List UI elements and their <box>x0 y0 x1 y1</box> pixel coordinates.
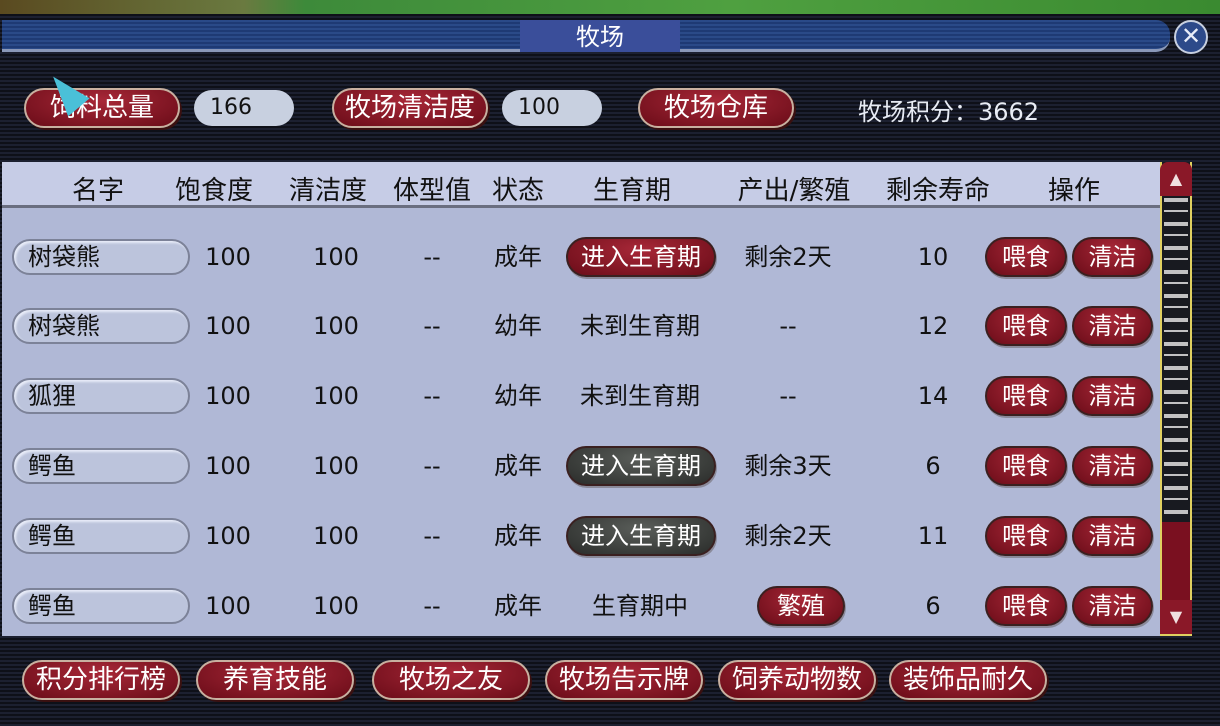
body-size-value: -- <box>423 522 441 550</box>
ranch-score: 牧场积分：3662 <box>858 98 1040 126</box>
table-row: 鳄鱼 100 100 -- 成年 生育期中 繁殖 6 喂食 清洁 <box>0 586 1160 626</box>
column-header: 生育期 <box>592 176 672 206</box>
satiety-value: 100 <box>205 592 251 620</box>
column-header: 状态 <box>491 176 545 206</box>
clean-button[interactable]: 清洁 <box>1072 376 1153 416</box>
output-status: 剩余2天 <box>744 522 832 550</box>
ranch-cleanliness-button[interactable]: 牧场清洁度 <box>332 88 488 128</box>
feed-button[interactable]: 喂食 <box>985 446 1067 486</box>
satiety-value: 100 <box>205 312 251 340</box>
state-value: 幼年 <box>494 312 542 340</box>
cleanliness-value: 100 <box>313 312 359 340</box>
table-row: 树袋熊 100 100 -- 幼年 未到生育期 -- 12 喂食 清洁 <box>0 306 1160 346</box>
scrollbar[interactable]: ▲ ▼ <box>1160 162 1192 636</box>
column-header: 体型值 <box>392 176 472 206</box>
body-size-value: -- <box>423 382 441 410</box>
animal-name-field[interactable]: 鳄鱼 <box>12 588 190 624</box>
table-row: 鳄鱼 100 100 -- 成年 进入生育期 剩余2天 11 喂食 清洁 <box>0 516 1160 556</box>
output-status: -- <box>779 312 797 340</box>
breeding-status: 未到生育期 <box>580 312 700 340</box>
game-scene-background <box>0 0 1220 14</box>
feed-button[interactable]: 喂食 <box>985 376 1067 416</box>
body-size-value: -- <box>423 243 441 271</box>
state-value: 成年 <box>494 592 542 620</box>
animal-count-button[interactable]: 饲养动物数 <box>718 660 876 700</box>
remaining-life-value: 6 <box>925 452 941 480</box>
animal-name-field[interactable]: 鳄鱼 <box>12 448 190 484</box>
output-status: 剩余2天 <box>744 243 832 271</box>
cleanliness-value: 100 <box>313 522 359 550</box>
window-title: 牧场 <box>520 20 680 52</box>
state-value: 成年 <box>494 452 542 480</box>
body-size-value: -- <box>423 452 441 480</box>
remaining-life-value: 11 <box>917 522 949 550</box>
cleanliness-value: 100 <box>313 243 359 271</box>
state-value: 幼年 <box>494 382 542 410</box>
enter-breeding-button[interactable]: 进入生育期 <box>566 446 716 486</box>
clean-button[interactable]: 清洁 <box>1072 586 1153 626</box>
column-header: 操作 <box>1047 176 1101 206</box>
close-icon[interactable]: ✕ <box>1174 20 1208 54</box>
animal-name-field[interactable]: 鳄鱼 <box>12 518 190 554</box>
output-status: 剩余3天 <box>744 452 832 480</box>
breed-button[interactable]: 繁殖 <box>757 586 845 626</box>
ranch-notice-button[interactable]: 牧场告示牌 <box>545 660 703 700</box>
feed-total-button[interactable]: 饲料总量 <box>24 88 180 128</box>
animal-name-field[interactable]: 狐狸 <box>12 378 190 414</box>
remaining-life-value: 10 <box>917 243 949 271</box>
ranch-cleanliness-value: 100 <box>502 90 602 126</box>
state-value: 成年 <box>494 522 542 550</box>
remaining-life-value: 6 <box>925 592 941 620</box>
state-value: 成年 <box>494 243 542 271</box>
column-header: 清洁度 <box>288 176 368 206</box>
scroll-track[interactable] <box>1164 198 1188 518</box>
cleanliness-value: 100 <box>313 452 359 480</box>
enter-breeding-button[interactable]: 进入生育期 <box>566 237 716 277</box>
output-status: -- <box>779 382 797 410</box>
satiety-value: 100 <box>205 522 251 550</box>
table-row: 鳄鱼 100 100 -- 成年 进入生育期 剩余3天 6 喂食 清洁 <box>0 446 1160 486</box>
body-size-value: -- <box>423 312 441 340</box>
feed-total-value: 166 <box>194 90 294 126</box>
decoration-durability-button[interactable]: 装饰品耐久 <box>889 660 1047 700</box>
remaining-life-value: 14 <box>917 382 949 410</box>
feed-button[interactable]: 喂食 <box>985 586 1067 626</box>
scroll-thumb[interactable] <box>1162 522 1190 602</box>
satiety-value: 100 <box>205 452 251 480</box>
animal-name-field[interactable]: 树袋熊 <box>12 308 190 344</box>
column-header: 产出/繁殖 <box>737 176 851 206</box>
column-header: 饱食度 <box>174 176 254 206</box>
scroll-down-icon[interactable]: ▼ <box>1160 600 1192 634</box>
cleanliness-value: 100 <box>313 382 359 410</box>
column-header: 剩余寿命 <box>885 176 991 206</box>
ranch-warehouse-button[interactable]: 牧场仓库 <box>638 88 794 128</box>
column-header: 名字 <box>71 176 125 206</box>
animal-name-field[interactable]: 树袋熊 <box>12 239 190 275</box>
clean-button[interactable]: 清洁 <box>1072 516 1153 556</box>
remaining-life-value: 12 <box>917 312 949 340</box>
table-row: 狐狸 100 100 -- 幼年 未到生育期 -- 14 喂食 清洁 <box>0 376 1160 416</box>
body-size-value: -- <box>423 592 441 620</box>
leaderboard-button[interactable]: 积分排行榜 <box>22 660 180 700</box>
feed-button[interactable]: 喂食 <box>985 306 1067 346</box>
clean-button[interactable]: 清洁 <box>1072 237 1153 277</box>
table-row: 树袋熊 100 100 -- 成年 进入生育期 剩余2天 10 喂食 清洁 <box>0 237 1160 277</box>
feed-button[interactable]: 喂食 <box>985 237 1067 277</box>
clean-button[interactable]: 清洁 <box>1072 446 1153 486</box>
clean-button[interactable]: 清洁 <box>1072 306 1153 346</box>
cleanliness-value: 100 <box>313 592 359 620</box>
feed-button[interactable]: 喂食 <box>985 516 1067 556</box>
breeding-status: 未到生育期 <box>580 382 700 410</box>
enter-breeding-button[interactable]: 进入生育期 <box>566 516 716 556</box>
table-header: 名字 饱食度 清洁度 体型值 状态 生育期 产出/繁殖 剩余寿命 操作 <box>2 162 1160 208</box>
scroll-up-icon[interactable]: ▲ <box>1160 162 1192 196</box>
ranch-friends-button[interactable]: 牧场之友 <box>372 660 530 700</box>
satiety-value: 100 <box>205 243 251 271</box>
breeding-skills-button[interactable]: 养育技能 <box>196 660 354 700</box>
breeding-status: 生育期中 <box>592 592 688 620</box>
satiety-value: 100 <box>205 382 251 410</box>
